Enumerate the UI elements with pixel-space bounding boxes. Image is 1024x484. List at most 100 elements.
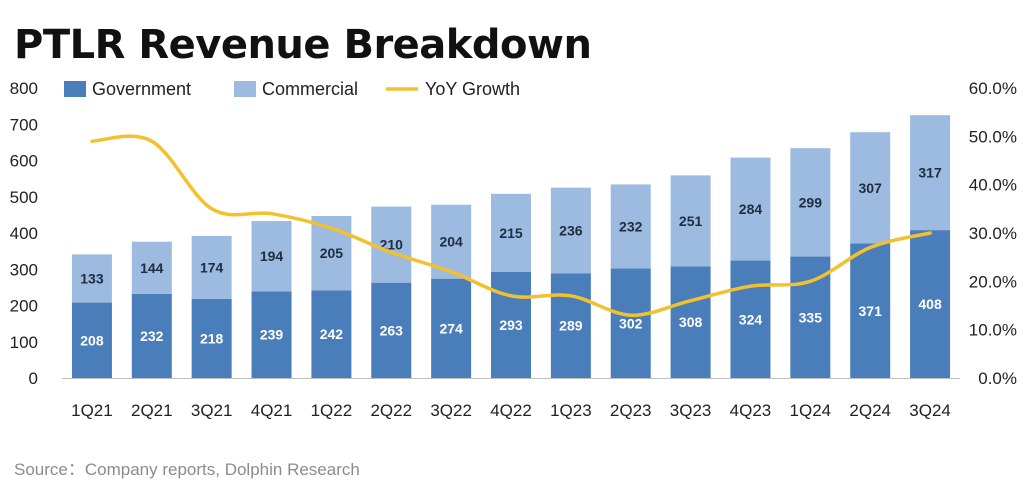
bar-label-commercial: 307 (859, 180, 883, 196)
bar-government (71, 302, 112, 378)
y-right-tick-label: 60.0% (969, 79, 1017, 98)
bar-label-commercial: 236 (559, 222, 583, 238)
bar-layer: 2081332321442181742391942422052632102742… (62, 115, 960, 379)
bar-label-government: 302 (619, 315, 643, 331)
bar-label-government: 335 (799, 309, 823, 325)
bar-government (191, 298, 232, 378)
source-note: Source：Company reports, Dolphin Research (14, 460, 360, 479)
legend: Government Commercial YoY Growth (64, 79, 520, 99)
bar-label-commercial: 144 (140, 260, 164, 276)
bar-commercial (790, 148, 831, 257)
bar-label-commercial: 205 (320, 245, 344, 261)
x-tick-label: 4Q21 (251, 401, 293, 420)
y-right-tick-label: 10.0% (969, 321, 1017, 340)
y-axis-right: 0.0% 10.0% 20.0% 30.0% 40.0% 50.0% 60.0% (969, 79, 1017, 388)
bar-commercial (850, 132, 891, 244)
legend-label-commercial: Commercial (262, 79, 358, 99)
x-tick-label: 4Q23 (730, 401, 772, 420)
bar-label-commercial: 299 (799, 194, 823, 210)
bar-government (730, 260, 771, 378)
bar-label-government: 293 (499, 317, 523, 333)
x-axis: 1Q21 2Q21 3Q21 4Q21 1Q22 2Q22 3Q22 4Q22 1Q23 2Q23… (71, 401, 951, 420)
yoy-growth-line (90, 134, 932, 317)
bar-commercial (550, 187, 591, 274)
bar-commercial (191, 235, 232, 299)
bar-label-government: 218 (200, 330, 224, 346)
bar-government (491, 271, 531, 378)
x-tick-label: 2Q22 (370, 401, 412, 420)
y-left-tick-label: 300 (10, 260, 38, 279)
x-tick-label: 2Q23 (610, 401, 652, 420)
legend-swatch-government (64, 81, 86, 97)
bar-commercial (131, 241, 172, 294)
bar-label-government: 208 (80, 332, 104, 348)
y-right-tick-label: 0.0% (978, 369, 1017, 388)
bar-government (670, 266, 711, 378)
x-tick-label: 1Q23 (550, 401, 592, 420)
y-right-tick-label: 40.0% (969, 176, 1017, 195)
bar-government (311, 290, 352, 378)
bar-commercial (910, 115, 951, 231)
bar-label-government: 274 (439, 320, 463, 336)
bar-government (610, 268, 651, 378)
bar-government (371, 282, 412, 378)
x-tick-label: 1Q22 (311, 401, 353, 420)
x-tick-label: 4Q22 (490, 401, 532, 420)
bar-label-commercial: 174 (200, 259, 224, 275)
legend-swatch-commercial (234, 81, 256, 97)
bar-label-commercial: 317 (918, 165, 942, 181)
bar-commercial (371, 206, 412, 283)
bar-label-government: 263 (380, 322, 404, 338)
y-left-tick-label: 600 (10, 152, 38, 171)
x-tick-label: 2Q21 (131, 401, 173, 420)
legend-label-yoy-growth: YoY Growth (425, 79, 520, 99)
bar-label-commercial: 215 (499, 225, 523, 241)
bar-label-government: 289 (559, 318, 583, 334)
y-right-tick-label: 50.0% (969, 127, 1017, 146)
bar-label-commercial: 194 (260, 248, 284, 264)
bar-commercial (610, 184, 651, 269)
bar-government (251, 291, 292, 378)
x-tick-label: 3Q22 (430, 401, 472, 420)
bar-government (850, 243, 891, 378)
y-left-tick-label: 200 (10, 297, 38, 316)
bar-government (131, 293, 172, 378)
bar-label-commercial: 232 (619, 218, 643, 234)
bar-commercial (491, 193, 531, 272)
y-left-tick-label: 100 (10, 333, 38, 352)
bar-label-government: 242 (320, 326, 344, 342)
bar-label-government: 371 (859, 303, 883, 319)
x-tick-label: 1Q24 (790, 401, 832, 420)
y-left-tick-label: 0 (29, 369, 38, 388)
bar-commercial (251, 221, 292, 292)
x-tick-label: 3Q23 (670, 401, 712, 420)
bar-government (910, 230, 951, 378)
bar-label-government: 324 (739, 311, 763, 327)
x-tick-label: 3Q24 (909, 401, 951, 420)
bar-label-government: 232 (140, 328, 164, 344)
chart-title: PTLR Revenue Breakdown (14, 22, 592, 68)
x-tick-label: 1Q21 (71, 401, 113, 420)
x-tick-label: 2Q24 (849, 401, 891, 420)
y-left-tick-label: 400 (10, 224, 38, 243)
bar-commercial (670, 175, 711, 267)
y-right-tick-label: 30.0% (969, 224, 1017, 243)
y-left-tick-label: 800 (10, 79, 38, 98)
bar-label-commercial: 204 (439, 234, 463, 250)
legend-label-government: Government (92, 79, 191, 99)
bar-label-government: 408 (918, 296, 942, 312)
bar-label-commercial: 284 (739, 201, 763, 217)
x-tick-label: 3Q21 (191, 401, 233, 420)
bar-label-government: 308 (679, 314, 703, 330)
bar-government (431, 278, 472, 378)
bar-government (550, 273, 591, 378)
y-left-tick-label: 500 (10, 188, 38, 207)
growth-line-layer (90, 134, 932, 317)
bar-commercial (71, 254, 112, 303)
bar-label-commercial: 251 (679, 213, 703, 229)
y-left-tick-label: 700 (10, 115, 38, 134)
bar-commercial (730, 157, 771, 261)
y-axis-left: 0 100 200 300 400 500 600 700 800 (10, 79, 38, 388)
bar-label-government: 239 (260, 327, 284, 343)
